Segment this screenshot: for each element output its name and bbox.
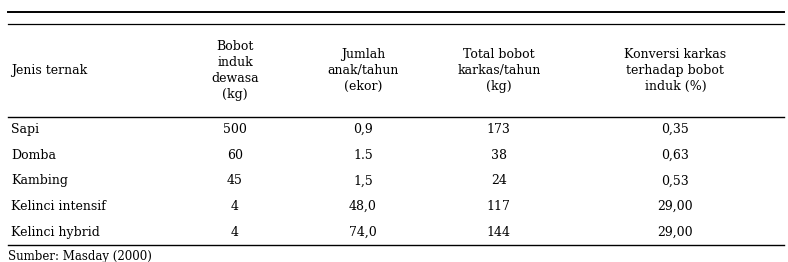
Text: 500: 500 [223, 123, 247, 136]
Text: Sumber: Masday (2000): Sumber: Masday (2000) [8, 250, 152, 262]
Text: 144: 144 [487, 226, 511, 239]
Text: Bobot
induk
dewasa
(kg): Bobot induk dewasa (kg) [211, 40, 258, 101]
Text: 1.5: 1.5 [353, 149, 373, 162]
Text: 45: 45 [227, 174, 243, 187]
Text: 24: 24 [491, 174, 507, 187]
Text: Total bobot
karkas/tahun
(kg): Total bobot karkas/tahun (kg) [457, 48, 541, 92]
Text: 74,0: 74,0 [349, 226, 377, 239]
Text: 48,0: 48,0 [349, 200, 377, 213]
Text: 29,00: 29,00 [657, 200, 693, 213]
Text: Domba: Domba [11, 149, 56, 162]
Text: 0,9: 0,9 [353, 123, 373, 136]
Text: Sapi: Sapi [11, 123, 39, 136]
Text: 117: 117 [487, 200, 511, 213]
Text: Jumlah
anak/tahun
(ekor): Jumlah anak/tahun (ekor) [327, 48, 399, 92]
Text: Kelinci hybrid: Kelinci hybrid [11, 226, 100, 239]
Text: 4: 4 [231, 226, 239, 239]
Text: Konversi karkas
terhadap bobot
induk (%): Konversi karkas terhadap bobot induk (%) [624, 48, 727, 92]
Text: 173: 173 [487, 123, 511, 136]
Text: 4: 4 [231, 200, 239, 213]
Text: Kambing: Kambing [11, 174, 68, 187]
Text: 38: 38 [491, 149, 507, 162]
Text: 0,35: 0,35 [661, 123, 690, 136]
Text: Jenis ternak: Jenis ternak [11, 64, 87, 77]
Text: Kelinci intensif: Kelinci intensif [11, 200, 106, 213]
Text: 29,00: 29,00 [657, 226, 693, 239]
Text: 0,53: 0,53 [661, 174, 690, 187]
Text: 60: 60 [227, 149, 243, 162]
Text: 0,63: 0,63 [661, 149, 690, 162]
Text: 1,5: 1,5 [353, 174, 373, 187]
